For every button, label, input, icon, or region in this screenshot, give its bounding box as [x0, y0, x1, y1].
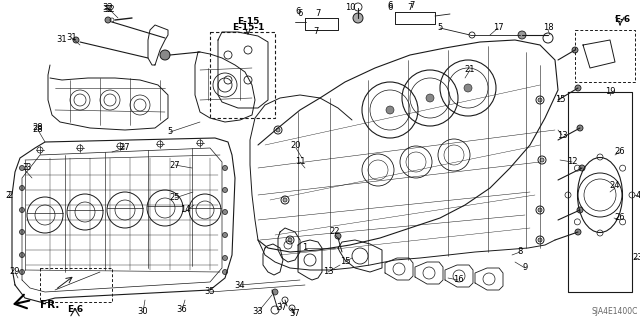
Circle shape: [575, 85, 581, 91]
Circle shape: [426, 94, 434, 102]
Text: 8: 8: [517, 248, 523, 256]
Text: 7: 7: [410, 1, 415, 10]
Text: 10: 10: [345, 4, 355, 12]
Circle shape: [464, 84, 472, 92]
Text: 31: 31: [57, 35, 67, 44]
Text: 12: 12: [567, 158, 577, 167]
Text: 28: 28: [33, 123, 44, 132]
Circle shape: [223, 270, 227, 275]
Text: E-15-1: E-15-1: [232, 24, 264, 33]
Text: E-15: E-15: [237, 18, 259, 26]
Text: 32: 32: [105, 5, 115, 14]
Text: 25: 25: [170, 194, 180, 203]
Text: 29: 29: [10, 268, 20, 277]
Circle shape: [276, 128, 280, 132]
Text: 9: 9: [522, 263, 527, 272]
Text: 7: 7: [314, 27, 319, 36]
Text: 13: 13: [557, 130, 567, 139]
Text: 4: 4: [636, 190, 640, 199]
Text: 1: 1: [302, 243, 308, 253]
Text: 32: 32: [102, 5, 113, 14]
Text: 14: 14: [180, 205, 190, 214]
Text: 3: 3: [26, 164, 31, 173]
Text: 23: 23: [633, 254, 640, 263]
Text: 6: 6: [298, 10, 303, 19]
Text: 24: 24: [610, 181, 620, 189]
Circle shape: [223, 166, 227, 170]
Text: 26: 26: [614, 147, 625, 157]
Text: 15: 15: [555, 95, 565, 105]
Text: 6: 6: [295, 8, 301, 17]
Text: 13: 13: [323, 268, 333, 277]
Circle shape: [572, 47, 578, 53]
Circle shape: [19, 207, 24, 212]
Circle shape: [540, 158, 544, 162]
Text: 16: 16: [452, 276, 463, 285]
Circle shape: [223, 256, 227, 261]
Text: 26: 26: [614, 213, 625, 222]
Circle shape: [386, 106, 394, 114]
Text: 6: 6: [387, 1, 393, 10]
Text: 36: 36: [177, 306, 188, 315]
Text: E-6: E-6: [67, 306, 83, 315]
Circle shape: [577, 125, 583, 131]
Circle shape: [223, 188, 227, 192]
Circle shape: [579, 165, 585, 171]
Circle shape: [538, 238, 542, 242]
Circle shape: [19, 166, 24, 170]
Text: 3: 3: [22, 164, 28, 173]
Text: 31: 31: [67, 33, 77, 42]
Text: 11: 11: [295, 158, 305, 167]
Text: E-6: E-6: [614, 16, 630, 25]
Circle shape: [223, 210, 227, 214]
Text: 19: 19: [605, 87, 615, 97]
Circle shape: [283, 198, 287, 202]
Circle shape: [19, 229, 24, 234]
Circle shape: [288, 238, 292, 242]
Text: 17: 17: [493, 24, 503, 33]
Circle shape: [272, 289, 278, 295]
Text: 34: 34: [235, 280, 245, 290]
Text: 2: 2: [8, 190, 13, 199]
Text: 37: 37: [290, 308, 300, 317]
Text: 5: 5: [168, 128, 173, 137]
Circle shape: [105, 17, 111, 23]
Text: 7: 7: [407, 4, 413, 12]
Text: FR.: FR.: [40, 300, 60, 310]
Text: 27: 27: [170, 160, 180, 169]
Circle shape: [577, 207, 583, 213]
Text: 2: 2: [5, 190, 11, 199]
Text: 15: 15: [340, 257, 350, 266]
Circle shape: [160, 50, 170, 60]
Circle shape: [73, 37, 79, 43]
Text: 22: 22: [330, 227, 340, 236]
Text: 6: 6: [387, 4, 393, 12]
Circle shape: [19, 186, 24, 190]
Circle shape: [575, 229, 581, 235]
Circle shape: [19, 253, 24, 257]
Circle shape: [335, 233, 341, 239]
Text: 21: 21: [465, 65, 476, 75]
Text: 37: 37: [276, 303, 287, 313]
Text: 18: 18: [543, 24, 554, 33]
Text: SJA4E1400C: SJA4E1400C: [592, 308, 638, 316]
Text: 30: 30: [138, 308, 148, 316]
Text: 5: 5: [437, 24, 443, 33]
Circle shape: [538, 98, 542, 102]
Text: 7: 7: [316, 10, 321, 19]
Circle shape: [19, 270, 24, 275]
Circle shape: [518, 31, 526, 39]
Text: 33: 33: [253, 308, 264, 316]
Circle shape: [353, 13, 363, 23]
Text: 35: 35: [205, 287, 215, 296]
Circle shape: [223, 233, 227, 238]
Text: 32: 32: [102, 4, 113, 12]
Text: 27: 27: [120, 144, 131, 152]
Text: 20: 20: [291, 140, 301, 150]
Circle shape: [538, 208, 542, 212]
Text: 28: 28: [33, 125, 44, 135]
